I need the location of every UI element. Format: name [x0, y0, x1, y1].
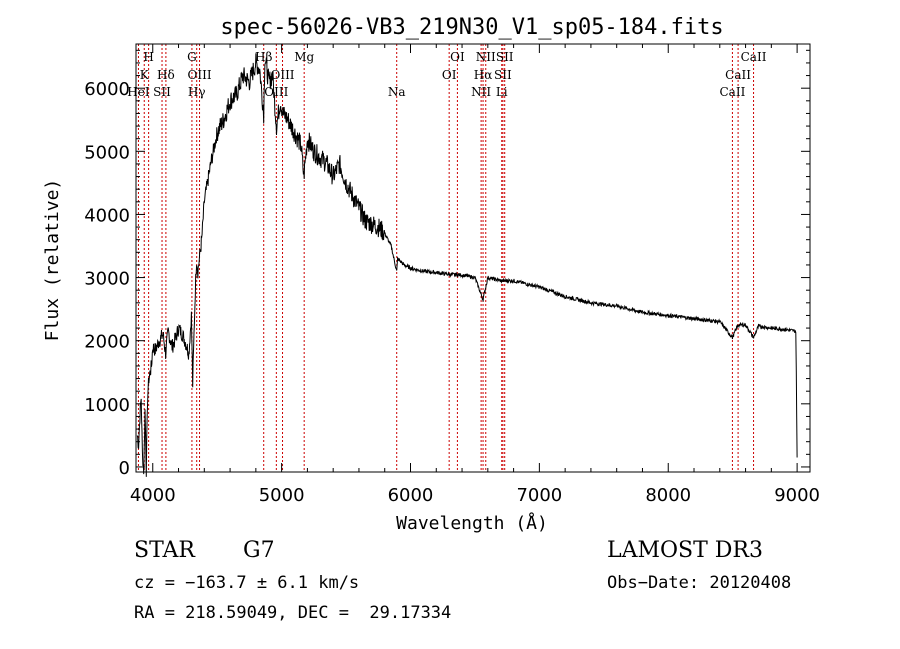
- emission-labels-layer: HeIKHSIIHδGHγOIIIHβOIIIOIIIMgNaOIOINIIHα…: [127, 50, 766, 99]
- y-tick-label-1000: 1000: [84, 395, 130, 416]
- emission-lines-layer: [137, 44, 755, 472]
- spectral-line-label-9: OIII: [264, 85, 288, 99]
- spectral-line-label-0: HeI: [127, 85, 150, 99]
- spectral-line-label-8: Hβ: [255, 50, 272, 64]
- x-tick-label-9000: 9000: [774, 485, 820, 506]
- spectral-line-label-3: SII: [153, 85, 171, 99]
- y-tick-label-5000: 5000: [84, 142, 130, 163]
- y-tick-label-6000: 6000: [84, 79, 130, 100]
- observation-date: Obs−Date: 20120408: [607, 573, 792, 593]
- chart-title: spec-56026-VB3_219N30_V1_sp05-184.fits: [220, 15, 723, 40]
- spectral-line-label-20: SII: [496, 50, 514, 64]
- spectral-line-label-4: Hδ: [157, 68, 175, 82]
- x-axis: 4000 5000 6000 7000 8000 9000: [130, 44, 820, 506]
- x-axis-label: Wavelength (Å): [396, 512, 548, 534]
- spectral-line-label-14: OI: [450, 50, 465, 64]
- spectral-line-label-13: OI: [442, 68, 457, 82]
- spectral-line-label-11: Mg: [294, 50, 314, 64]
- spectral-line-label-17: NII: [476, 50, 496, 64]
- object-type: STAR: [134, 538, 195, 563]
- spectral-line-label-2: H: [143, 50, 153, 64]
- spectral-line-label-1: K: [140, 68, 150, 82]
- spectral-line-label-23: CaII: [741, 50, 767, 64]
- plot-frame: [135, 43, 811, 473]
- spectral-line-label-18: Li: [496, 85, 508, 99]
- coordinates: RA = 218.59049, DEC = 29.17334: [134, 603, 452, 623]
- spectrum-line: [136, 53, 798, 477]
- spectral-line-label-5: G: [187, 50, 197, 64]
- x-tick-label-5000: 5000: [259, 485, 305, 506]
- spectral-line-label-22: CaII: [725, 68, 751, 82]
- x-tick-label-7000: 7000: [516, 485, 562, 506]
- redshift-cz: cz = −163.7 ± 6.1 km/s: [134, 573, 360, 593]
- spectral-line-label-21: CaII: [720, 85, 746, 99]
- x-tick-label-4000: 4000: [130, 485, 176, 506]
- survey-name: LAMOST DR3: [607, 538, 763, 563]
- object-subclass: G7: [243, 538, 275, 563]
- spectral-line-label-12: Na: [388, 85, 406, 99]
- spectral-line-label-7: OIII: [188, 68, 212, 82]
- y-axis-label: Flux (relative): [42, 179, 63, 342]
- y-axis: 0 1000 2000 3000 4000 5000 6000: [84, 49, 810, 479]
- y-tick-label-2000: 2000: [84, 332, 130, 353]
- spectral-line-label-6: Hγ: [188, 85, 206, 99]
- y-tick-label-0: 0: [119, 458, 130, 479]
- y-tick-label-3000: 3000: [84, 269, 130, 290]
- spectral-line-label-19: SII: [494, 68, 512, 82]
- spectral-line-label-10: OIII: [270, 68, 294, 82]
- x-tick-label-8000: 8000: [645, 485, 691, 506]
- y-tick-label-4000: 4000: [84, 205, 130, 226]
- spectral-line-label-16: Hα: [474, 68, 493, 82]
- x-tick-label-6000: 6000: [388, 485, 434, 506]
- spectral-line-label-15: NII: [471, 85, 491, 99]
